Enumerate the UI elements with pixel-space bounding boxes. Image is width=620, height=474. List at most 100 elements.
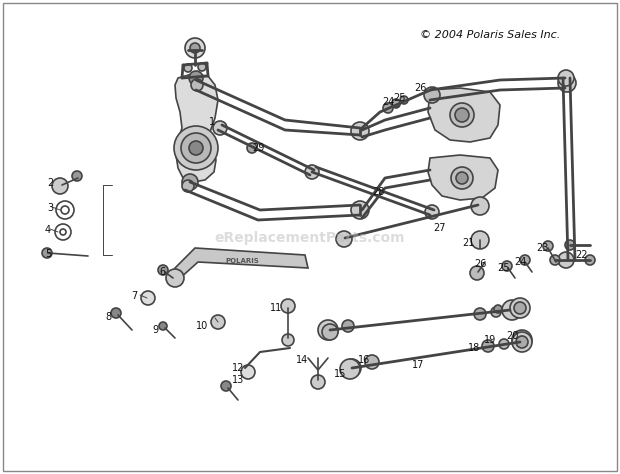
Circle shape <box>318 320 338 340</box>
Text: 9: 9 <box>152 325 158 335</box>
Circle shape <box>247 143 257 153</box>
Circle shape <box>111 308 121 318</box>
Circle shape <box>351 201 369 219</box>
Circle shape <box>482 340 494 352</box>
Text: 19: 19 <box>484 335 496 345</box>
Circle shape <box>451 167 473 189</box>
Circle shape <box>392 99 400 107</box>
Circle shape <box>311 375 325 389</box>
Circle shape <box>400 96 408 104</box>
Text: eReplacementParts.com: eReplacementParts.com <box>215 231 405 245</box>
Circle shape <box>450 103 474 127</box>
Circle shape <box>383 103 393 113</box>
Circle shape <box>336 231 352 247</box>
Circle shape <box>52 178 68 194</box>
Circle shape <box>166 269 184 287</box>
Circle shape <box>189 71 203 85</box>
Circle shape <box>241 365 255 379</box>
Text: 8: 8 <box>105 312 111 322</box>
Circle shape <box>281 299 295 313</box>
Circle shape <box>305 165 319 179</box>
Circle shape <box>565 240 575 250</box>
Text: 7: 7 <box>131 291 137 301</box>
Circle shape <box>499 339 509 349</box>
Circle shape <box>182 180 194 192</box>
Circle shape <box>190 43 200 53</box>
Circle shape <box>471 197 489 215</box>
Circle shape <box>455 108 469 122</box>
Circle shape <box>351 122 369 140</box>
Text: 26: 26 <box>414 83 426 93</box>
Circle shape <box>342 320 354 332</box>
Text: 29: 29 <box>252 143 264 153</box>
Text: 23: 23 <box>536 243 548 253</box>
Circle shape <box>211 315 225 329</box>
Circle shape <box>184 64 192 72</box>
Circle shape <box>491 307 501 317</box>
Circle shape <box>550 255 560 265</box>
Text: 5: 5 <box>45 249 51 259</box>
Circle shape <box>558 70 574 86</box>
Text: © 2004 Polaris Sales Inc.: © 2004 Polaris Sales Inc. <box>420 30 560 40</box>
Circle shape <box>198 63 206 71</box>
Circle shape <box>558 74 576 92</box>
Text: 28: 28 <box>372 187 384 197</box>
Circle shape <box>502 300 522 320</box>
Circle shape <box>392 100 400 108</box>
Text: 18: 18 <box>468 343 480 353</box>
Circle shape <box>474 308 486 320</box>
Circle shape <box>189 141 203 155</box>
Circle shape <box>42 248 52 258</box>
Text: 13: 13 <box>232 375 244 385</box>
Circle shape <box>221 381 231 391</box>
Text: 15: 15 <box>334 369 346 379</box>
Circle shape <box>340 359 360 379</box>
Text: 24: 24 <box>382 97 394 107</box>
Circle shape <box>424 87 440 103</box>
Circle shape <box>512 332 532 352</box>
Text: 20: 20 <box>506 331 518 341</box>
Text: 25: 25 <box>394 93 406 103</box>
Text: 2: 2 <box>47 178 53 188</box>
Text: 4: 4 <box>45 225 51 235</box>
Circle shape <box>343 359 361 377</box>
Circle shape <box>494 305 502 313</box>
Circle shape <box>213 121 227 135</box>
Text: 17: 17 <box>412 360 424 370</box>
Circle shape <box>185 38 205 58</box>
Circle shape <box>470 266 484 280</box>
Text: 6: 6 <box>159 267 165 277</box>
Text: 21: 21 <box>462 238 474 248</box>
Text: 22: 22 <box>576 250 588 260</box>
Circle shape <box>502 261 512 271</box>
Text: 3: 3 <box>47 203 53 213</box>
Text: 25: 25 <box>498 263 510 273</box>
Circle shape <box>365 355 379 369</box>
Text: 27: 27 <box>434 223 446 233</box>
Circle shape <box>510 298 530 318</box>
Circle shape <box>514 302 526 314</box>
Text: 10: 10 <box>196 321 208 331</box>
Text: 24: 24 <box>514 257 526 267</box>
Polygon shape <box>175 74 218 182</box>
Circle shape <box>158 265 168 275</box>
Circle shape <box>191 79 203 91</box>
Circle shape <box>516 336 528 348</box>
Text: 26: 26 <box>474 259 486 269</box>
Text: 14: 14 <box>296 355 308 365</box>
Circle shape <box>512 330 532 350</box>
Circle shape <box>282 334 294 346</box>
Circle shape <box>585 255 595 265</box>
Text: 11: 11 <box>270 303 282 313</box>
Polygon shape <box>428 155 498 200</box>
Circle shape <box>471 231 489 249</box>
Polygon shape <box>175 248 308 280</box>
Text: 12: 12 <box>232 363 244 373</box>
Text: 16: 16 <box>358 355 370 365</box>
Circle shape <box>520 255 530 265</box>
Circle shape <box>543 241 553 251</box>
Circle shape <box>558 252 574 268</box>
Circle shape <box>141 291 155 305</box>
Polygon shape <box>428 88 500 142</box>
Circle shape <box>456 172 468 184</box>
